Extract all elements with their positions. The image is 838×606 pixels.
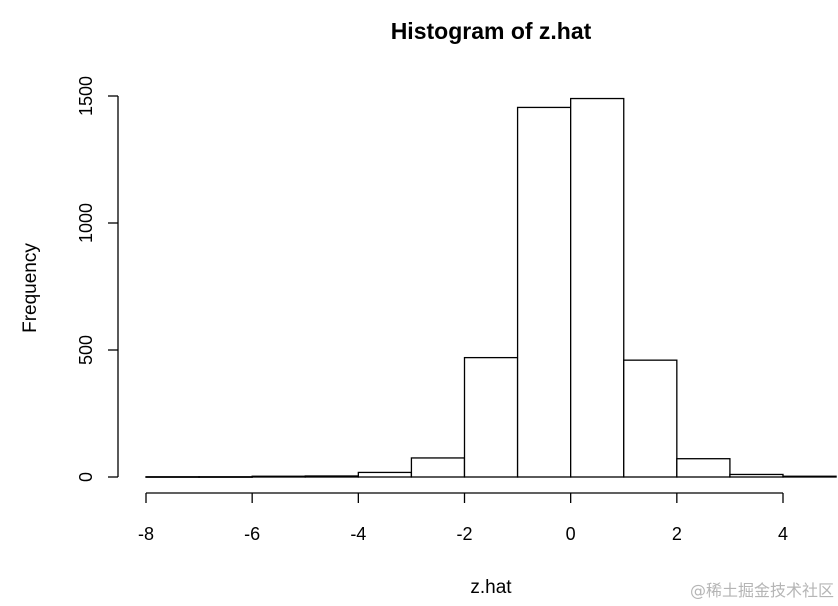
histogram-bar xyxy=(782,475,837,478)
y-tick-label: 500 xyxy=(76,335,96,365)
histogram-bar xyxy=(410,457,466,478)
histogram-bar xyxy=(570,97,625,478)
histogram-bar xyxy=(304,475,359,478)
x-tick-label: -6 xyxy=(244,524,260,544)
histogram-bar xyxy=(516,106,572,478)
chart-title: Histogram of z.hat xyxy=(391,18,592,44)
x-tick-label: 2 xyxy=(672,524,682,544)
x-tick-label: 0 xyxy=(566,524,576,544)
y-axis: 0 500 1000 1500 xyxy=(76,76,119,482)
x-tick-label: -2 xyxy=(456,524,472,544)
y-tick-label: 1000 xyxy=(76,203,96,243)
histogram-bar xyxy=(676,458,731,478)
x-tick-label: -4 xyxy=(350,524,366,544)
histogram-bar xyxy=(251,475,306,478)
histogram-bar xyxy=(623,359,678,478)
y-tick-label: 0 xyxy=(76,472,96,482)
histogram-bar xyxy=(463,356,519,478)
y-axis-label: Frequency xyxy=(20,243,41,333)
x-axis-label: z.hat xyxy=(470,577,512,598)
histogram-bar xyxy=(357,471,413,478)
x-tick-label: -8 xyxy=(138,524,154,544)
histogram-bars xyxy=(145,97,837,478)
x-axis: -8 -6 -4 -2 0 2 4 xyxy=(138,492,788,544)
watermark-text: @稀土掘金技术社区 xyxy=(690,581,834,600)
histogram-bar xyxy=(729,473,784,478)
x-tick-label: 4 xyxy=(778,524,788,544)
histogram-bar xyxy=(198,476,253,478)
histogram-bar xyxy=(145,476,200,478)
y-tick-label: 1500 xyxy=(76,76,96,116)
